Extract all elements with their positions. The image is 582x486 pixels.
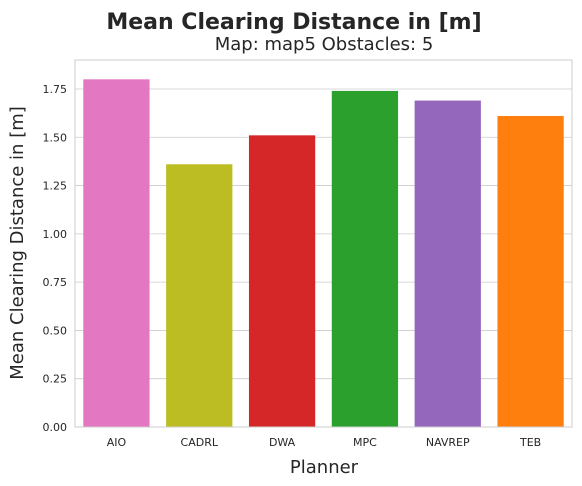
bar-navrep bbox=[414, 100, 481, 427]
x-tick-label: CADRL bbox=[181, 436, 219, 449]
bar-aio bbox=[83, 79, 150, 427]
x-tick-label: AIO bbox=[107, 436, 127, 449]
x-tick-label: TEB bbox=[519, 436, 541, 449]
x-tick-label: DWA bbox=[269, 436, 296, 449]
y-tick-label: 1.75 bbox=[43, 83, 68, 96]
y-tick-label: 1.25 bbox=[43, 180, 68, 193]
plot-frame bbox=[74, 59, 573, 428]
x-tick-label: MPC bbox=[353, 436, 377, 449]
plot-area: 0.00 0.25 0.50 0.75 1.00 1.25 1.50 1.75 AIO CADR… bbox=[43, 59, 573, 449]
bar-mpc bbox=[331, 90, 399, 427]
gridlines bbox=[75, 88, 572, 428]
x-tick-label: NAVREP bbox=[426, 436, 470, 449]
chart-subtitle: Map: map5 Obstacles: 5 bbox=[215, 34, 434, 55]
y-tick-label: 1.50 bbox=[43, 131, 68, 144]
y-tick-label: 1.00 bbox=[43, 228, 68, 241]
y-tick-label: 0.00 bbox=[43, 421, 68, 434]
y-tick-label: 0.50 bbox=[43, 324, 68, 337]
bar-teb bbox=[497, 116, 564, 427]
chart-title: Mean Clearing Distance in [m] bbox=[106, 10, 481, 35]
bar-cadrl bbox=[166, 164, 233, 427]
x-axis-label: Planner bbox=[290, 457, 359, 478]
y-tick-label: 0.75 bbox=[43, 276, 68, 289]
bars bbox=[83, 79, 564, 427]
bar-dwa bbox=[248, 135, 316, 427]
y-axis-label: Mean Clearing Distance in [m] bbox=[7, 106, 28, 380]
x-tick-labels: AIO CADRL DWA MPC NAVREP TEB bbox=[107, 436, 541, 449]
y-tick-labels: 0.00 0.25 0.50 0.75 1.00 1.25 1.50 1.75 bbox=[43, 83, 68, 434]
y-tick-label: 0.25 bbox=[43, 373, 68, 386]
